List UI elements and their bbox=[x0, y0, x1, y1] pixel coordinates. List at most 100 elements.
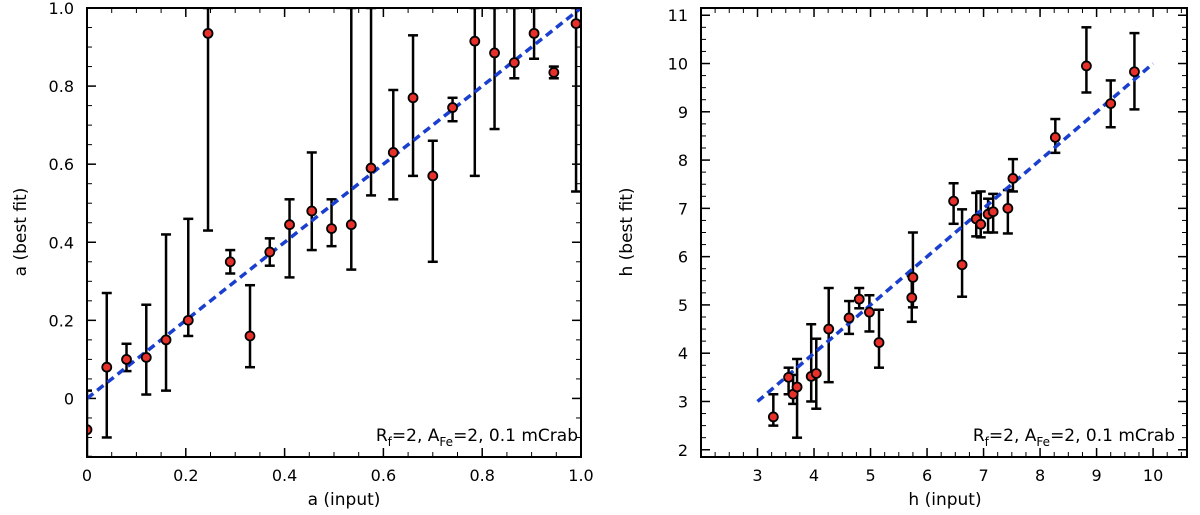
left-data-point bbox=[447, 102, 458, 113]
right-x-tick-label: 7 bbox=[978, 466, 988, 485]
right-fit-line bbox=[756, 62, 1155, 403]
left-data-point bbox=[160, 334, 172, 346]
left-x-tick-label: 0.2 bbox=[173, 466, 198, 485]
left-data-point bbox=[508, 57, 520, 69]
left-x-tick-label: 0.6 bbox=[371, 466, 396, 485]
left-data-point bbox=[345, 219, 357, 231]
right-data-point bbox=[987, 206, 999, 218]
right-annotation: Rf=2, AFe=2, 0.1 mCrab bbox=[973, 426, 1175, 449]
left-y-tick-label: 0 bbox=[64, 389, 74, 408]
right-y-tick-label: 8 bbox=[678, 151, 688, 170]
left-annotation-a-eq: =2, 0.1 mCrab bbox=[453, 426, 578, 446]
left-data-point bbox=[326, 223, 337, 234]
right-data-point bbox=[1049, 131, 1061, 143]
left-fit-line bbox=[87, 8, 581, 400]
left-data-point bbox=[570, 18, 581, 30]
left-data-point bbox=[528, 27, 540, 39]
left-data-point bbox=[224, 256, 236, 268]
left-y-tick-label: 0.8 bbox=[49, 77, 74, 96]
left-data-point bbox=[407, 92, 419, 104]
right-data-point bbox=[1129, 66, 1140, 78]
right-data-point bbox=[906, 292, 918, 304]
right-y-axis-label: h (best fit) bbox=[617, 188, 637, 277]
right-y-tick-label: 9 bbox=[678, 103, 688, 122]
right-data-point bbox=[873, 337, 885, 348]
left-data-point bbox=[121, 353, 132, 365]
right-data-point bbox=[843, 312, 855, 324]
right-y-tick-label: 11 bbox=[668, 6, 688, 25]
right-annotation-r-sub: f bbox=[985, 435, 990, 449]
left-annotation-a-sub: Fe bbox=[439, 435, 453, 449]
right-annotation-a-eq: =2, 0.1 mCrab bbox=[1050, 426, 1175, 446]
right-x-tick-label: 3 bbox=[752, 466, 762, 485]
left-data-point bbox=[387, 147, 399, 158]
left-data-point bbox=[140, 352, 152, 363]
left-data-point bbox=[101, 361, 113, 373]
right-x-tick-label: 6 bbox=[922, 466, 932, 485]
right-y-tick-label: 3 bbox=[678, 392, 688, 411]
left-data-point bbox=[427, 170, 439, 182]
right-data bbox=[756, 26, 1155, 439]
left-data-point bbox=[244, 330, 256, 342]
right-annotation-r-eq: =2, bbox=[989, 426, 1025, 446]
right-data-point bbox=[864, 306, 875, 318]
right-data-point bbox=[783, 371, 794, 383]
left-panel: a (input) a (best fit) Rf=2, AFe=2, 0.1 … bbox=[11, 0, 594, 510]
right-data-point bbox=[791, 381, 803, 393]
left-data bbox=[87, 8, 581, 457]
left-x-axis-label: a (input) bbox=[308, 490, 381, 510]
right-y-tick-label: 2 bbox=[678, 441, 688, 460]
right-annotation-r: R bbox=[973, 426, 985, 446]
left-annotation-r-sub: f bbox=[388, 435, 393, 449]
left-data-point bbox=[264, 246, 276, 258]
left-annotation-r: R bbox=[376, 426, 388, 446]
left-y-tick-label: 1.0 bbox=[49, 0, 74, 18]
right-y-tick-label: 4 bbox=[678, 344, 688, 363]
right-data-point bbox=[975, 218, 987, 230]
right-annotation-a-sub: Fe bbox=[1036, 435, 1050, 449]
right-x-axis-label: h (input) bbox=[908, 490, 981, 510]
right-data-point bbox=[853, 293, 865, 305]
left-data-point bbox=[365, 162, 377, 174]
right-data-point bbox=[1081, 60, 1092, 72]
left-annotation-a: A bbox=[428, 426, 440, 446]
right-x-tick-label: 8 bbox=[1035, 466, 1045, 485]
left-annotation-r-eq: =2, bbox=[392, 426, 428, 446]
left-data-point bbox=[87, 424, 93, 436]
right-y-tick-label: 5 bbox=[678, 296, 688, 315]
right-panel: h (input) h (best fit) Rf=2, AFe=2, 0.1 … bbox=[617, 6, 1188, 510]
right-y-tick-label: 10 bbox=[668, 55, 688, 74]
right-x-tick-label: 4 bbox=[809, 466, 819, 485]
right-x-tick-label: 5 bbox=[865, 466, 875, 485]
right-data-point bbox=[810, 368, 822, 379]
left-data-point bbox=[469, 35, 481, 47]
right-plot-frame bbox=[700, 7, 1188, 458]
right-data-point bbox=[1105, 98, 1117, 109]
right-data-point bbox=[1002, 202, 1014, 214]
right-y-tick-label: 6 bbox=[678, 248, 688, 267]
left-data-point bbox=[202, 27, 214, 39]
left-data-point bbox=[548, 67, 560, 78]
right-data-point bbox=[956, 259, 968, 271]
left-x-tick-label: 0.8 bbox=[469, 466, 494, 485]
right-data-point bbox=[823, 323, 835, 335]
right-data-point bbox=[948, 195, 960, 207]
right-x-tick-label: 10 bbox=[1143, 466, 1163, 485]
left-x-tick-label: 1.0 bbox=[568, 466, 593, 485]
right-data-point bbox=[907, 271, 919, 283]
right-data-point bbox=[767, 411, 779, 423]
left-y-tick-label: 0.2 bbox=[49, 311, 74, 330]
right-data-point bbox=[1007, 173, 1019, 184]
right-x-tick-label: 9 bbox=[1091, 466, 1101, 485]
left-data-point bbox=[284, 219, 295, 231]
left-annotation: Rf=2, AFe=2, 0.1 mCrab bbox=[376, 426, 578, 449]
left-x-tick-label: 0 bbox=[82, 466, 92, 485]
right-y-tick-label: 7 bbox=[678, 199, 688, 218]
left-data-point bbox=[306, 205, 318, 217]
left-data-point bbox=[182, 314, 194, 326]
left-y-tick-label: 0.6 bbox=[49, 155, 74, 174]
left-y-axis-label: a (best fit) bbox=[11, 188, 31, 277]
left-data-point bbox=[489, 47, 500, 59]
